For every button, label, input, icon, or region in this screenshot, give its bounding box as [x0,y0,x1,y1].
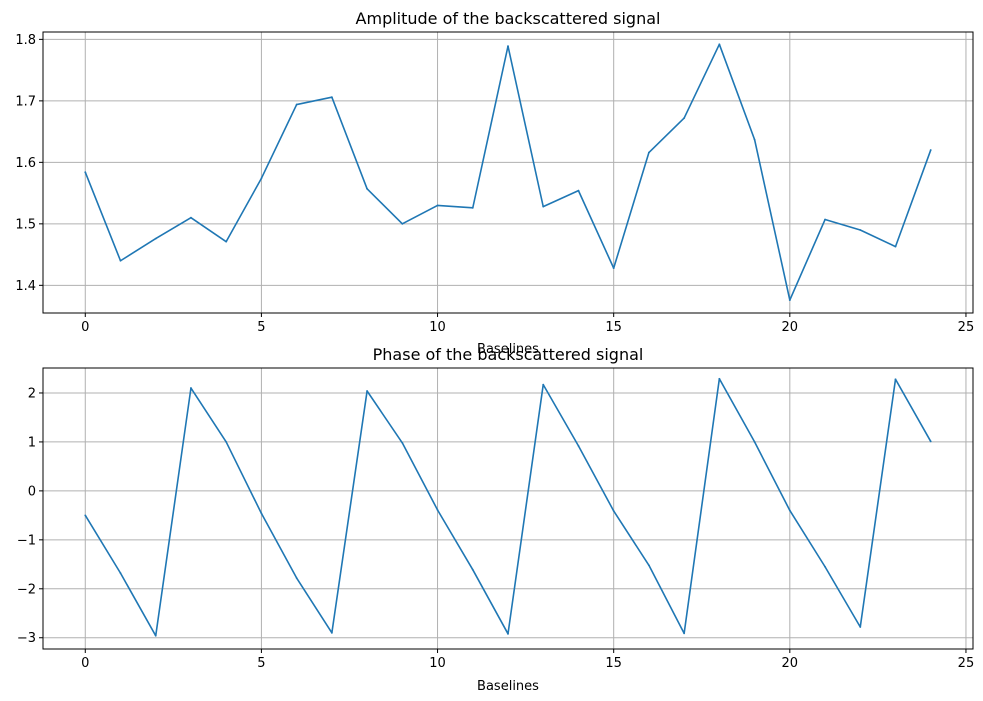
data-point [119,572,122,575]
data-point [401,442,404,444]
chart-panel-2: 0 5 10 15 20 25 −3 −2 −1 0 1 2 Phase of the backscat… [17,345,974,694]
data-point [683,117,686,119]
y-tick-label: 1.6 [15,156,36,171]
data-point [436,509,439,511]
data-point [471,206,474,209]
data-point [507,632,509,635]
series-line [84,377,932,637]
data-point [859,626,862,628]
data-point [154,237,157,240]
y-tick-label: 1.4 [15,279,36,294]
data-point [753,441,756,443]
y-tick-label: 0 [28,484,36,499]
data-point [260,177,263,180]
data-point [859,229,862,231]
data-point [119,259,122,262]
x-tick-label: 5 [257,320,265,335]
data-point [366,390,368,392]
data-point [542,383,545,386]
x-tick-label: 20 [782,656,799,671]
data-point [612,267,615,270]
y-tick-label: 1.8 [15,33,36,48]
x-tick-label: 20 [782,320,799,335]
data-point [718,377,721,380]
data-point [295,577,298,579]
data-point [260,512,263,515]
data-point [330,96,333,99]
data-point [225,240,228,243]
data-point [788,299,791,301]
data-point [894,378,897,381]
data-point [824,218,826,221]
x-tick-label: 5 [257,656,265,671]
data-point [648,151,650,154]
x-tick-label: 25 [958,320,975,335]
x-axis-label: Baselines [477,679,539,694]
data-point [683,632,686,635]
data-point [190,216,192,219]
x-tick-label: 15 [605,320,622,335]
x-tick-label: 0 [81,656,89,671]
data-point [190,387,192,389]
data-point [84,171,87,174]
data-point [542,205,545,208]
x-tick-label: 10 [429,320,446,335]
x-tick-label: 10 [429,656,446,671]
y-tick-label: −2 [17,582,36,597]
x-axis-label: Baselines [477,342,539,357]
data-point [753,138,756,141]
x-tick-label: 25 [958,656,975,671]
x-tick-label: 0 [81,320,89,335]
data-point [577,189,580,192]
data-point [929,149,932,151]
chart-title: Amplitude of the backscattered signal [356,9,661,28]
y-tick-label: 1.7 [15,94,36,109]
data-point [330,631,333,634]
plot-frame [42,367,974,650]
data-point [225,441,228,443]
chart-title: Phase of the backscattered signal [373,345,644,364]
data-point [471,568,474,571]
data-point [436,204,439,207]
y-tick-label: 2 [28,386,36,401]
y-tick-label: 1 [28,435,36,450]
data-point [788,509,791,512]
data-point [84,514,87,517]
y-tick-label: −3 [17,631,36,646]
data-point [366,187,368,190]
data-point [894,245,897,248]
data-point [154,634,157,637]
data-point [824,565,826,568]
data-point [577,444,580,447]
x-tick-label: 15 [605,656,622,671]
y-tick-label: −1 [17,533,36,548]
data-point [929,440,932,443]
plot-frame [42,31,974,314]
data-point [648,564,650,567]
y-tick-label: 1.5 [15,217,36,232]
series-line [84,43,932,301]
data-point [718,43,721,46]
data-point [507,45,509,48]
chart-panel-1: 0 5 10 15 20 25 1.4 1.5 1.6 1.7 1.8 Amplitude of th… [15,9,974,357]
data-point [401,222,404,225]
data-point [295,103,298,106]
data-point [612,510,615,512]
